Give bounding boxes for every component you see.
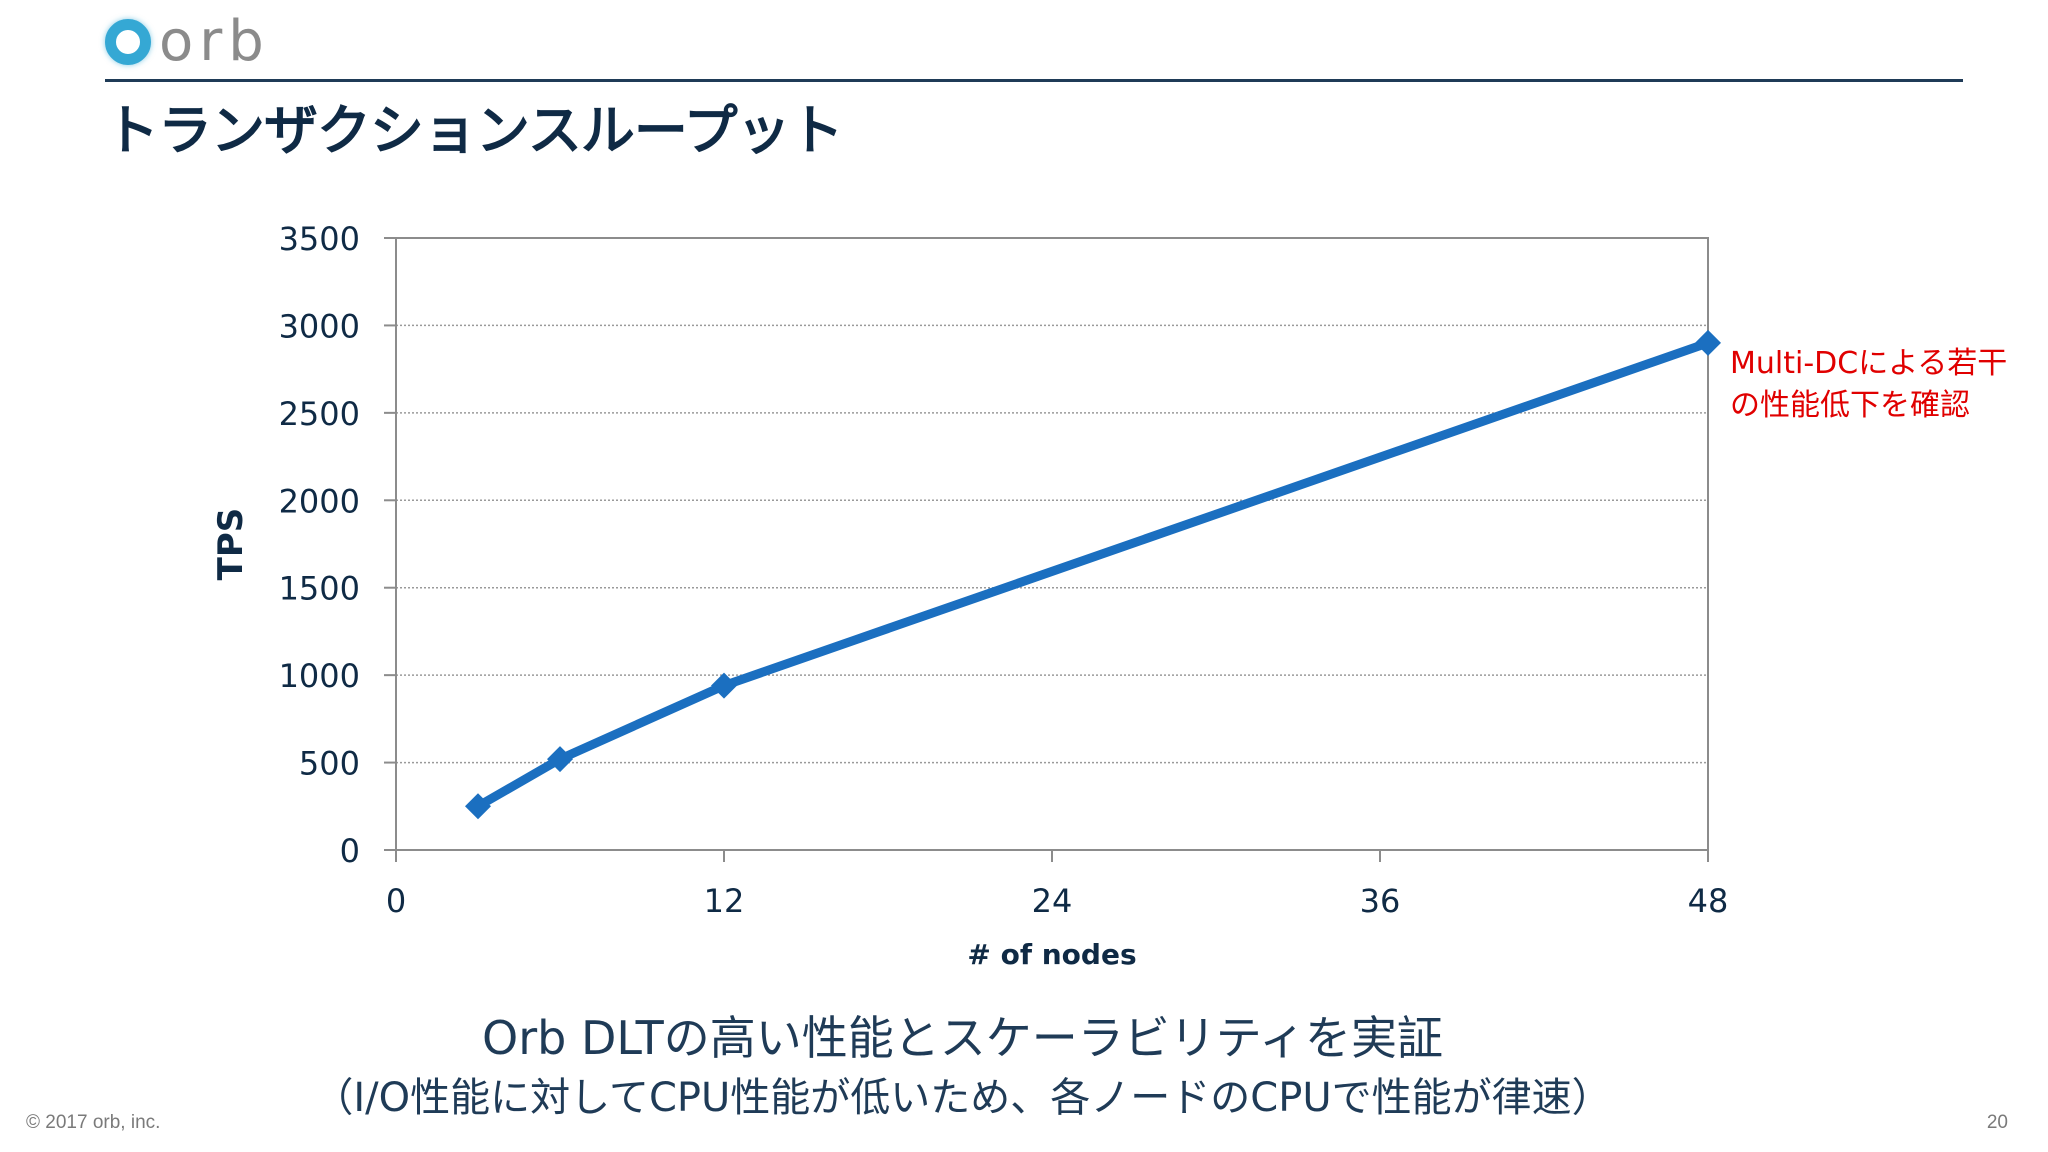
y-tick-label: 3500 [279,220,360,258]
x-tick-label: 24 [1032,882,1073,920]
x-tick-label: 12 [704,882,745,920]
y-axis-label: TPS [211,508,251,581]
y-axis-ticks: 0 500 1000 1500 2000 2500 3000 3500 [279,220,396,870]
x-axis-ticks: 0 12 24 36 48 [386,850,1729,920]
y-tick-label: 3000 [279,307,360,345]
y-tick-label: 2500 [279,395,360,433]
header-divider [105,79,1963,82]
y-tick-label: 0 [340,832,360,870]
page-number: 20 [1986,1112,2008,1133]
plot-area-border [395,237,1709,851]
x-tick-label: 0 [386,882,406,920]
data-point-marker [465,793,491,820]
data-point-marker [547,746,573,773]
annotation-line-1: Multi-DCによる若干 [1730,346,2007,381]
orb-logo: orb [105,14,270,70]
summary-note: （I/O性能に対してCPU性能が低いため、各ノードのCPUで性能が律速） [313,1075,1612,1121]
series-line [473,338,1713,811]
copyright: © 2017 orb, inc. [26,1112,161,1133]
annotation-line-2: の性能低下を確認 [1730,388,1970,423]
page-title: トランザクションスループット [105,99,844,162]
gridlines [396,324,1708,764]
y-tick-label: 2000 [279,482,360,520]
x-tick-label: 36 [1360,882,1401,920]
data-point-marker [711,672,737,699]
y-tick-label: 500 [299,745,360,783]
series [465,329,1721,820]
summary-headline: Orb DLTの高い性能とスケーラビリティを実証 [482,1011,1443,1065]
x-tick-label: 48 [1688,882,1729,920]
y-tick-label: 1000 [279,657,360,695]
tps-line-chart: 0 500 1000 1500 2000 2500 3000 3500 0 12 24 36 48 #… [211,220,2017,971]
multi-dc-annotation: Multi-DCによる若干 の性能低下を確認 [1730,346,2017,423]
y-tick-label: 1500 [279,570,360,608]
data-point-marker [1695,329,1721,356]
orb-ring-icon [105,19,151,65]
x-axis-label: # of nodes [967,938,1136,971]
logo-text: orb [159,9,270,74]
